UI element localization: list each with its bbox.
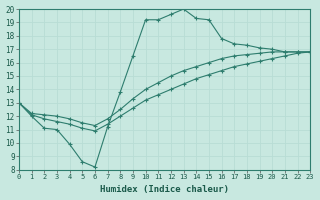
X-axis label: Humidex (Indice chaleur): Humidex (Indice chaleur): [100, 185, 229, 194]
